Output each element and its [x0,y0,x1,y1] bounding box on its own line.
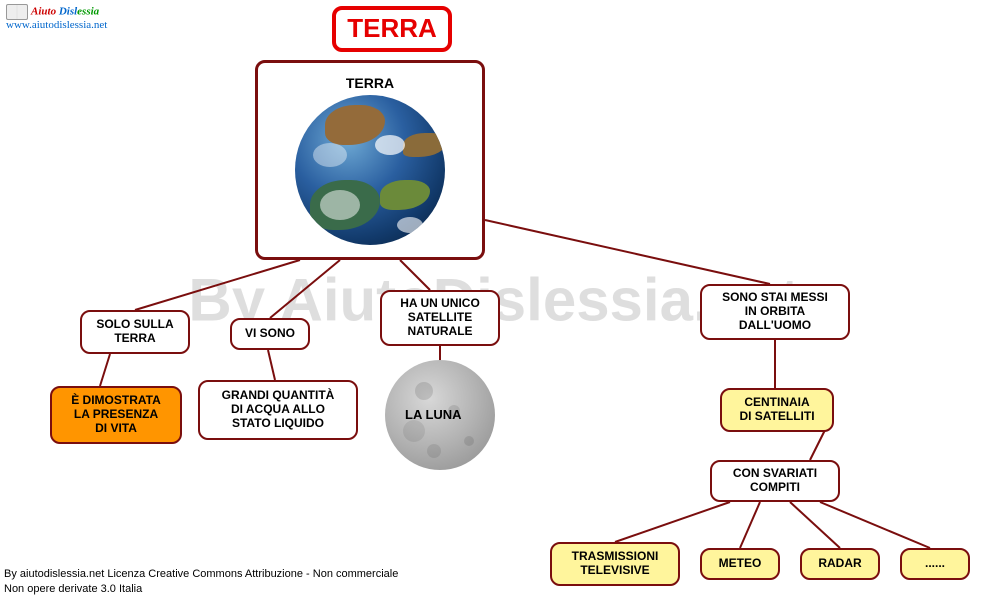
node-visono: VI SONO [230,318,310,350]
node-radar: RADAR [800,548,880,580]
license-footer: By aiutodislessia.net Licenza Creative C… [4,567,398,596]
node-dots: ...... [900,548,970,580]
earth-image [295,95,445,245]
edge-root-orbita [485,220,770,284]
node-acqua: GRANDI QUANTITÀDI ACQUA ALLOSTATO LIQUID… [198,380,358,440]
node-satellite: HA UN UNICOSATELLITENATURALE [380,290,500,346]
node-solo: SOLO SULLATERRA [80,310,190,354]
edge-compiti-tv [615,502,730,542]
edge-root-solo [135,260,300,310]
site-url: www.aiutodislessia.net [6,19,107,31]
license-line-1: By aiutodislessia.net Licenza Creative C… [4,567,398,581]
node-title: TERRA [332,6,452,52]
node-tv: TRASMISSIONITELEVISIVE [550,542,680,586]
node-orbita: SONO STAI MESSIIN ORBITADALL'UOMO [700,284,850,340]
edge-compiti-dots [820,502,930,548]
edge-root-satellite [400,260,430,290]
edge-compiti-meteo [740,502,760,548]
node-vita: È DIMOSTRATALA PRESENZADI VITA [50,386,182,444]
node-root: TERRA [255,60,485,260]
edge-root-visono [270,260,340,318]
node-meteo: METEO [700,548,780,580]
edge-visono-acqua [268,350,275,380]
moon-label: LA LUNA [405,407,462,422]
license-line-2: Non opere derivate 3.0 Italia [4,582,398,596]
edge-solo-vita [100,354,110,386]
edge-compiti-radar [790,502,840,548]
root-label: TERRA [346,75,394,91]
site-logo: Aiuto Dislessia www.aiutodislessia.net [6,4,107,31]
node-compiti: CON SVARIATICOMPITI [710,460,840,502]
node-centinaia: CENTINAIADI SATELLITI [720,388,834,432]
